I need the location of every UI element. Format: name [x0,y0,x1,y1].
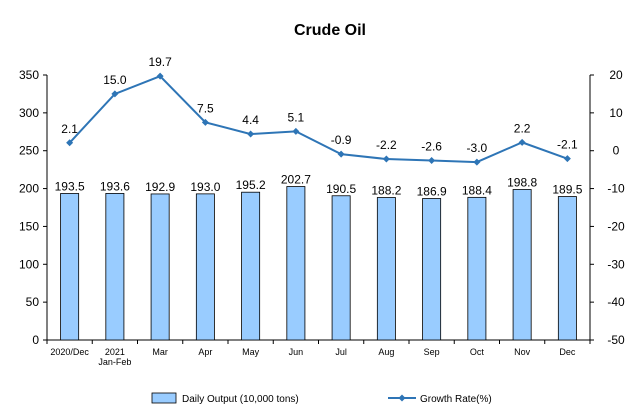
growth-rate-point [111,90,119,98]
growth-rate-value-label: 2.2 [514,121,531,135]
growth-rate-point [337,150,345,158]
right-tick-label: -50 [607,333,625,347]
right-tick-label: -40 [607,295,625,309]
growth-rate-point [292,127,300,135]
x-tick-label: Oct [470,347,485,357]
growth-rate-value-label: 2.1 [61,122,78,136]
left-tick-label: 100 [19,257,39,271]
bar [376,197,396,341]
bar-value-label: 186.9 [417,184,447,198]
growth-rate-point [563,155,571,163]
bar [150,193,170,341]
x-tick-label: Sep [424,347,440,357]
bar-value-label: 192.9 [145,180,175,194]
x-tick-label: Mar [152,347,168,357]
bar [241,191,261,341]
right-tick-label: 20 [609,68,623,82]
bar [467,196,487,341]
growth-rate-line [68,74,568,164]
x-tick-label: Jan-Feb [98,357,131,367]
growth-rate-point [66,139,74,147]
x-tick-label: Apr [198,347,212,357]
bar-series [60,186,577,341]
growth-rate-value-label: 19.7 [148,55,172,69]
growth-rate-value-label: 4.4 [242,113,259,127]
x-tick-label: Jul [335,347,347,357]
left-tick-label: 300 [19,106,39,120]
growth-rate-point [247,130,255,138]
growth-rate-value-label: -2.6 [421,140,442,154]
growth-rate-value-label: 5.1 [288,110,305,124]
growth-rate-value-label: -0.9 [331,133,352,147]
growth-rate-value-label: 15.0 [103,73,127,87]
legend-bar-swatch [151,392,177,404]
left-tick-label: 200 [19,182,39,196]
growth-rate-point [156,72,164,80]
right-tick-label: 0 [613,144,620,158]
bar [557,196,577,341]
growth-rate-point [518,138,526,146]
x-tick-label: 2020/Dec [50,347,89,357]
x-tick-label: May [242,347,260,357]
legend-line-marker [398,394,406,402]
growth-rate-value-label: 7.5 [197,101,214,115]
bar-value-label: 193.0 [190,180,220,194]
legend-line-label: Growth Rate(%) [420,394,492,405]
x-tick-label: Dec [559,347,576,357]
bar [422,198,442,341]
bar-value-label: 188.2 [371,184,401,198]
bar-value-label: 193.6 [100,179,130,193]
legend: Daily Output (10,000 tons) Growth Rate(%) [151,392,492,405]
bar [60,193,80,341]
bar-value-label: 198.8 [507,175,537,189]
growth-rate-point [201,118,209,126]
left-tick-label: 150 [19,219,39,233]
bar-value-label: 202.7 [281,173,311,187]
growth-rate-value-label: -3.0 [467,141,488,155]
growth-rate-point [428,157,436,165]
bar-value-label: 195.2 [236,178,266,192]
left-tick-label: 50 [26,295,40,309]
bar [512,189,532,341]
bar [105,193,125,341]
right-tick-label: -30 [607,257,625,271]
line-series [66,72,571,166]
growth-rate-value-label: -2.2 [376,138,397,152]
bar [286,186,306,341]
x-tick-label: Aug [378,347,394,357]
legend-bar-label: Daily Output (10,000 tons) [182,394,299,405]
x-tick-label: Jun [289,347,304,357]
axes: 0 50 100 150 200 250 300 350 -50 -40 -30 -20 -10 0 10 2… [19,68,625,367]
bar-value-label: 188.4 [462,183,492,197]
bar-value-label: 193.5 [55,179,85,193]
growth-rate-point [382,155,390,163]
growth-rate-point [473,158,481,166]
chart-title: Crude Oil [294,22,366,39]
x-tick-label: Nov [514,347,531,357]
right-tick-label: 10 [609,106,623,120]
right-tick-label: -20 [607,219,625,233]
bar-value-label: 189.5 [552,183,582,197]
left-tick-label: 350 [19,68,39,82]
bar [195,193,215,341]
x-tick-label: 2021 [105,347,125,357]
right-tick-label: -10 [607,182,625,196]
data-labels: 193.5 193.6 192.9 193.0 195.2 202.7 190.5 188.2… [55,55,583,198]
bar [331,195,351,341]
bar-value-label: 190.5 [326,182,356,196]
left-tick-label: 0 [32,333,39,347]
left-tick-label: 250 [19,144,39,158]
growth-rate-value-label: -2.1 [557,138,578,152]
